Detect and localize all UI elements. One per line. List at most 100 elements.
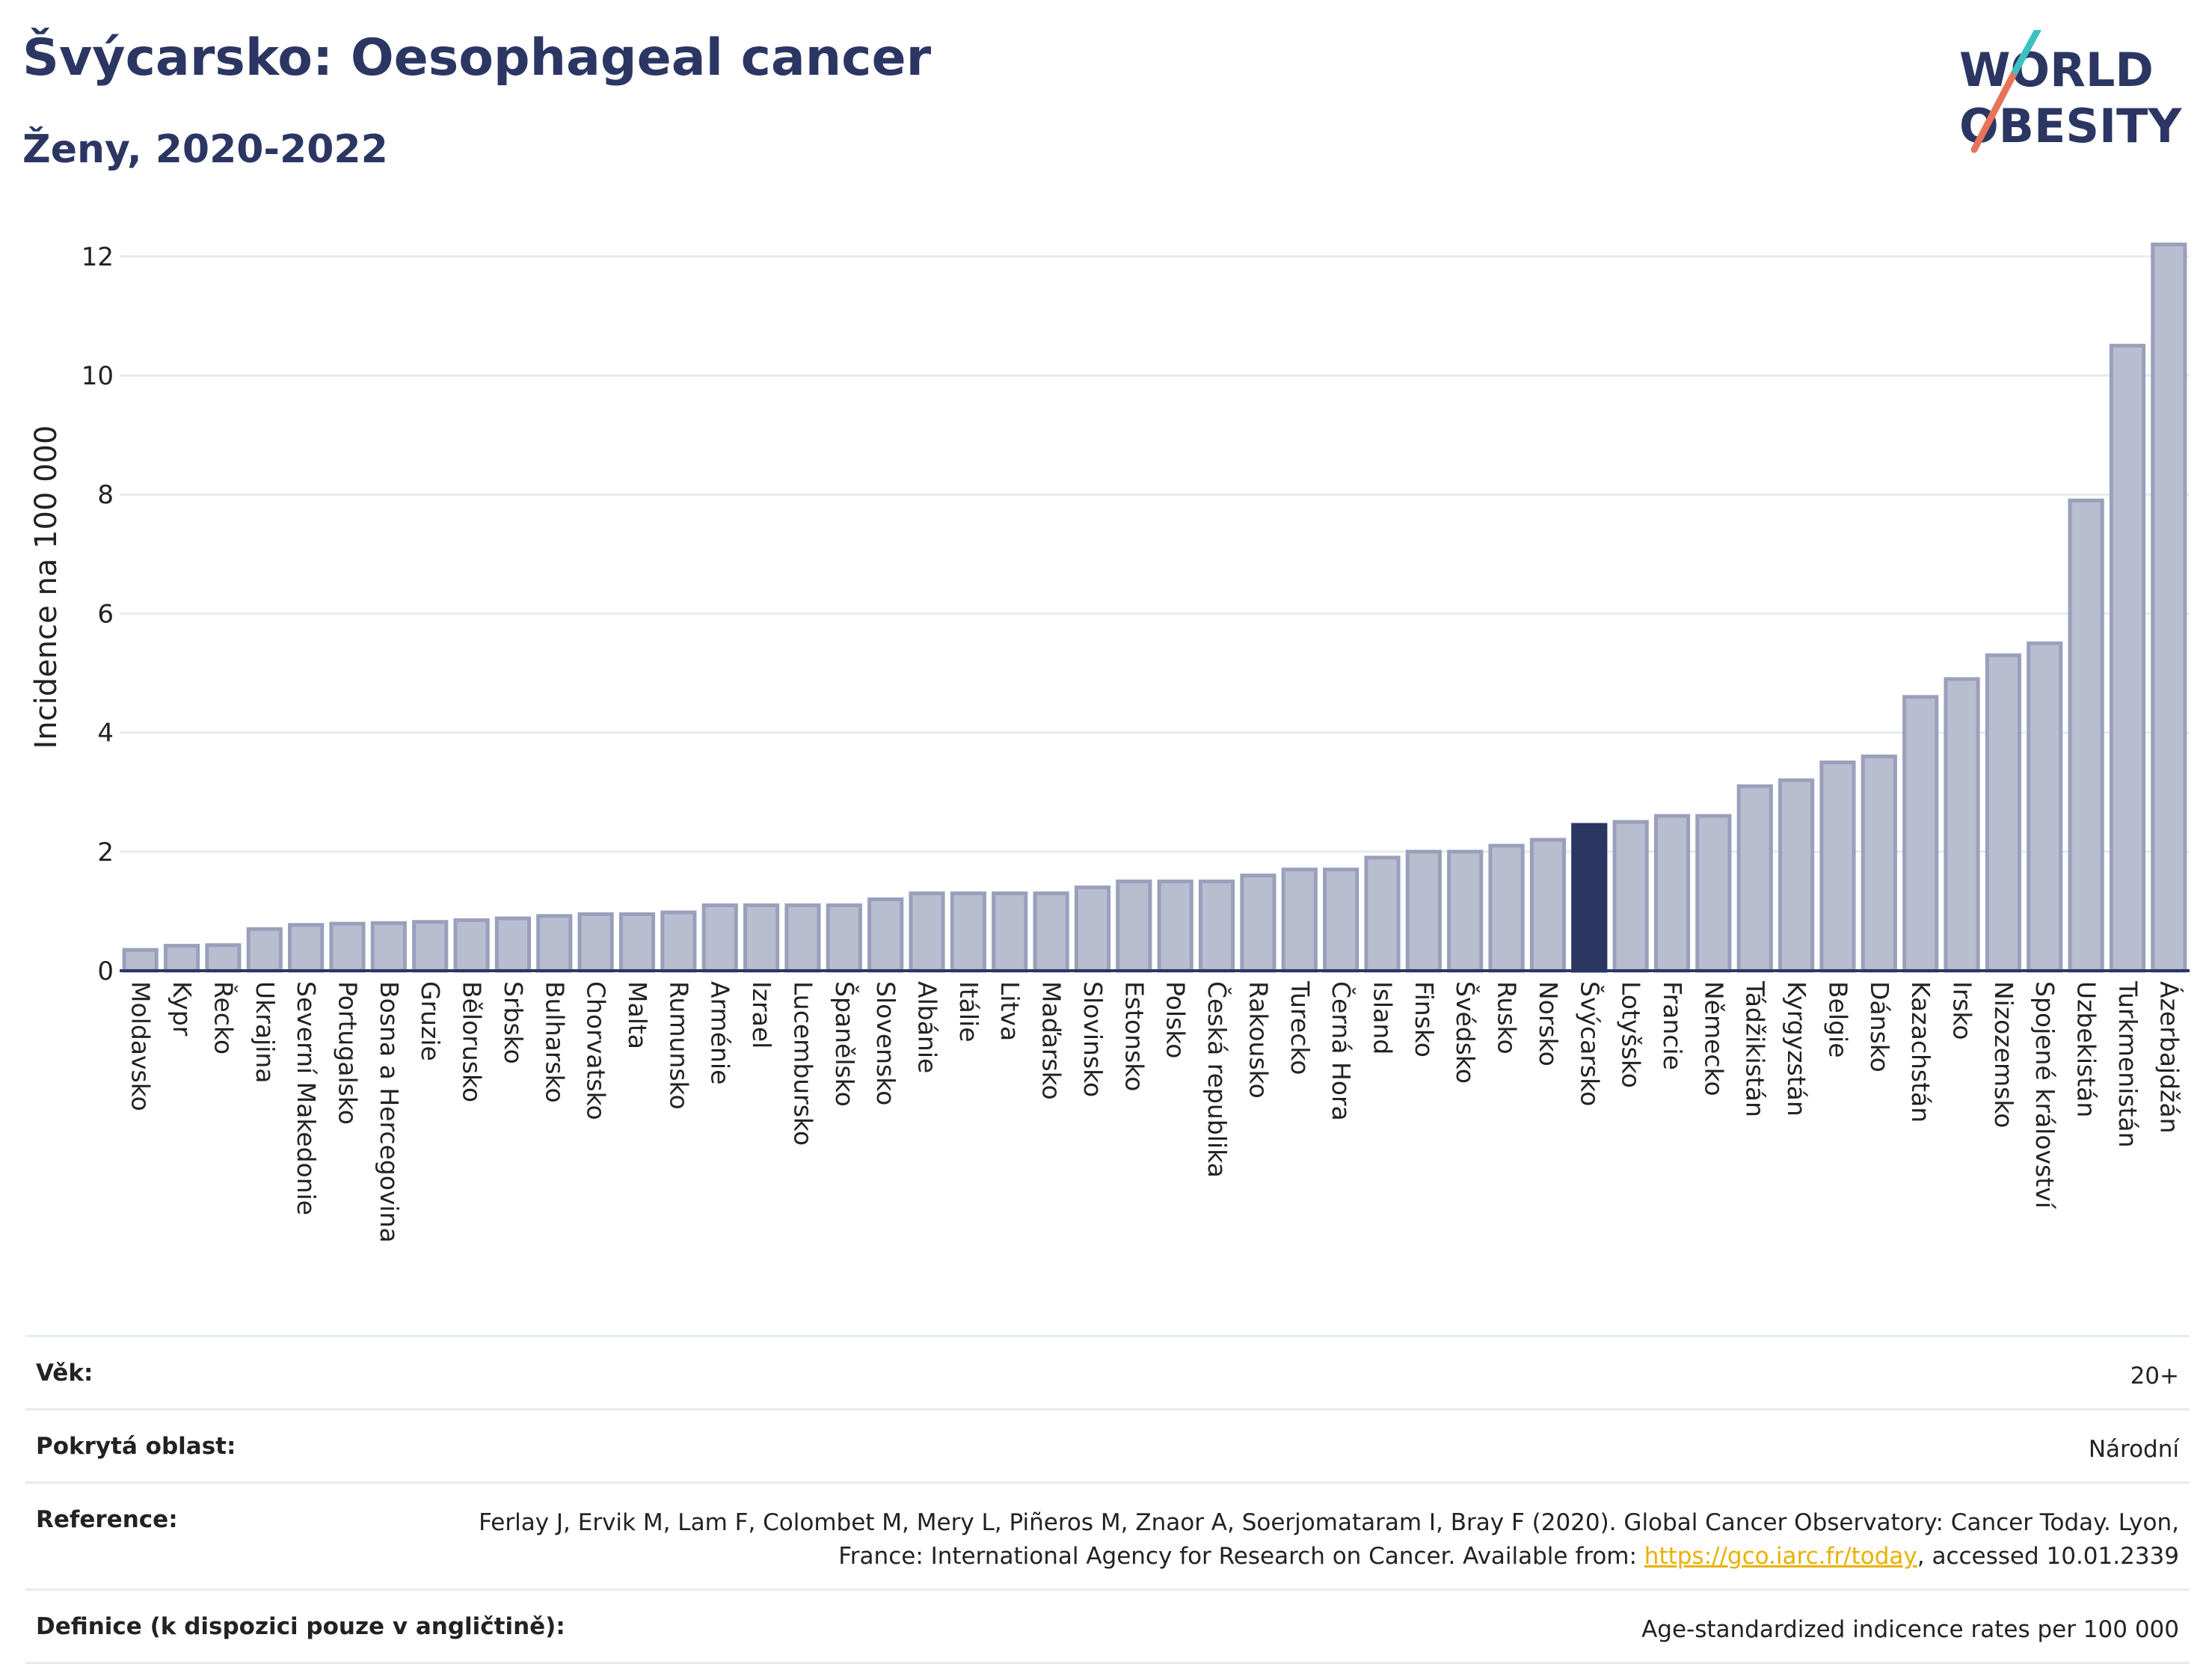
bar-34 [1529, 838, 1567, 973]
x-tick-label: Švýcarsko [1575, 981, 1605, 1106]
x-tick-label: Dánsko [1865, 981, 1894, 1072]
meta-key: Reference: [36, 1505, 178, 1533]
x-tick-label: Tádžikistán [1741, 980, 1770, 1117]
bar-29 [1323, 868, 1360, 973]
x-tick-label: Srbsko [499, 981, 528, 1064]
meta-value: Ferlay J, Ervik M, Lam F, Colombet M, Me… [479, 1508, 2179, 1570]
reference-link[interactable]: https://gco.iarc.fr/today [1644, 1542, 1917, 1570]
x-tick-label: Ázerbajdžán [2154, 981, 2184, 1134]
x-tick-label: Francie [1658, 981, 1687, 1070]
x-tick-label: Itálie [954, 981, 983, 1043]
bar-27 [1240, 874, 1276, 973]
bar-16 [784, 903, 821, 973]
bar-24 [1116, 879, 1152, 973]
meta-key: Věk: [36, 1360, 93, 1387]
y-tick-label: 2 [97, 838, 114, 868]
meta-row: Reference: Ferlay J, Ervik M, Lam F, Colo… [25, 1481, 2190, 1588]
x-tick-label: Malta [623, 981, 652, 1049]
x-tick-label: Česká republika [1202, 981, 1232, 1178]
bar-14 [701, 903, 738, 973]
bar-47 [2068, 498, 2104, 973]
bar-9 [494, 916, 532, 973]
chart-subtitle: Ženy, 2020-2022 [22, 127, 388, 172]
y-axis-label: Incidence na 100 000 [29, 426, 64, 749]
bar-2 [205, 943, 242, 973]
x-tick-label: Uzbekistán [2072, 981, 2101, 1117]
bar-40 [1778, 778, 1815, 973]
bar-12 [618, 912, 656, 973]
bar-25 [1157, 879, 1193, 973]
bar-19 [909, 891, 945, 973]
x-tick-label: Řecko [209, 981, 239, 1054]
bar-48 [2109, 343, 2146, 973]
x-tick-label: Švédsko [1451, 981, 1481, 1084]
x-tick-label: Kyrgyzstán [1782, 981, 1811, 1117]
bar-41 [1819, 760, 1856, 973]
x-axis-labels: Moldavsko Kypr Řecko Ukrajina Severní Makedo… [126, 980, 2185, 1243]
bar-37 [1653, 814, 1691, 973]
bar-31 [1405, 850, 1442, 973]
x-tick-label: Rusko [1493, 981, 1522, 1054]
bar-13 [660, 910, 697, 973]
bar-6 [370, 921, 407, 973]
bar-43 [1902, 695, 1939, 973]
x-tick-label: Španělsko [830, 981, 860, 1107]
x-tick-label: Kazachstán [1906, 981, 1935, 1123]
y-axis-ticks: 0 2 4 6 8 10 12 [82, 242, 114, 986]
bar-21 [992, 891, 1028, 973]
meta-value: Age-standardized indicence rates per 100… [1641, 1615, 2179, 1643]
x-tick-label: Turecko [1285, 980, 1315, 1075]
bar-10 [536, 914, 573, 973]
x-tick-label: Turkmenistán [2113, 980, 2142, 1148]
x-tick-label: Maďarsko [1037, 981, 1066, 1100]
x-tick-label: Kypr [168, 981, 197, 1037]
y-tick-label: 12 [82, 242, 114, 272]
x-tick-label: Arménie [706, 981, 735, 1084]
meta-key: Pokrytá oblast: [36, 1432, 236, 1460]
bar-chart: 0 2 4 6 8 10 12 Moldavsko Kypr Řecko Ukrajina Seve… [29, 242, 2190, 1243]
bar-26 [1198, 879, 1235, 973]
meta-value: 20+ [2130, 1363, 2179, 1390]
bar-0 [122, 948, 159, 973]
meta-row: Pokrytá oblast: Národní [25, 1407, 2190, 1482]
bar-38 [1695, 814, 1732, 973]
logo-slash-red [1970, 67, 2019, 153]
bar-42 [1861, 754, 1897, 973]
x-tick-label: Rakousko [1244, 981, 1273, 1099]
x-tick-label: Izrael [747, 981, 776, 1049]
logo-line1: WORLD [1959, 43, 2154, 97]
x-tick-label: Norsko [1534, 981, 1563, 1066]
x-tick-label: Lucembursko [788, 981, 817, 1146]
bar-44 [1944, 677, 1980, 973]
x-tick-label: Bosna a Hercegovina [375, 981, 404, 1243]
x-tick-label: Bulharsko [540, 981, 569, 1103]
x-tick-label: Slovensko [871, 981, 900, 1105]
bar-22 [1033, 891, 1069, 973]
metadata-table: Věk: 20+ Pokrytá oblast: Národní Reference: F… [25, 1335, 2190, 1664]
meta-key: Definice (k dispozici pouze v angličtině… [36, 1612, 565, 1640]
bar-45 [1985, 653, 2021, 973]
x-tick-label: Severní Makedonie [292, 981, 321, 1215]
x-tick-label: Gruzie [416, 981, 445, 1061]
x-tick-label: Slovinsko [1078, 981, 1107, 1097]
y-tick-label: 8 [97, 480, 114, 510]
bar-18 [867, 897, 904, 973]
bar-15 [743, 903, 780, 973]
bar-49 [2151, 242, 2187, 973]
meta-value: Národní [2088, 1435, 2179, 1463]
x-tick-label: Litva [995, 981, 1024, 1041]
x-tick-label: Polsko [1161, 981, 1191, 1058]
x-tick-label: Lotyšsko [1617, 981, 1646, 1088]
y-tick-label: 0 [97, 957, 114, 986]
bar-4 [288, 923, 325, 973]
bar-17 [826, 903, 862, 973]
y-tick-label: 10 [82, 361, 114, 391]
y-tick-label: 6 [97, 599, 114, 629]
bar-7 [412, 920, 449, 973]
bar-35 [1571, 823, 1608, 973]
x-tick-label: Ukrajina [251, 981, 280, 1084]
bar-3 [246, 927, 283, 973]
bars [122, 242, 2187, 973]
bar-1 [163, 944, 200, 973]
x-tick-label: Chorvatsko [582, 981, 611, 1120]
